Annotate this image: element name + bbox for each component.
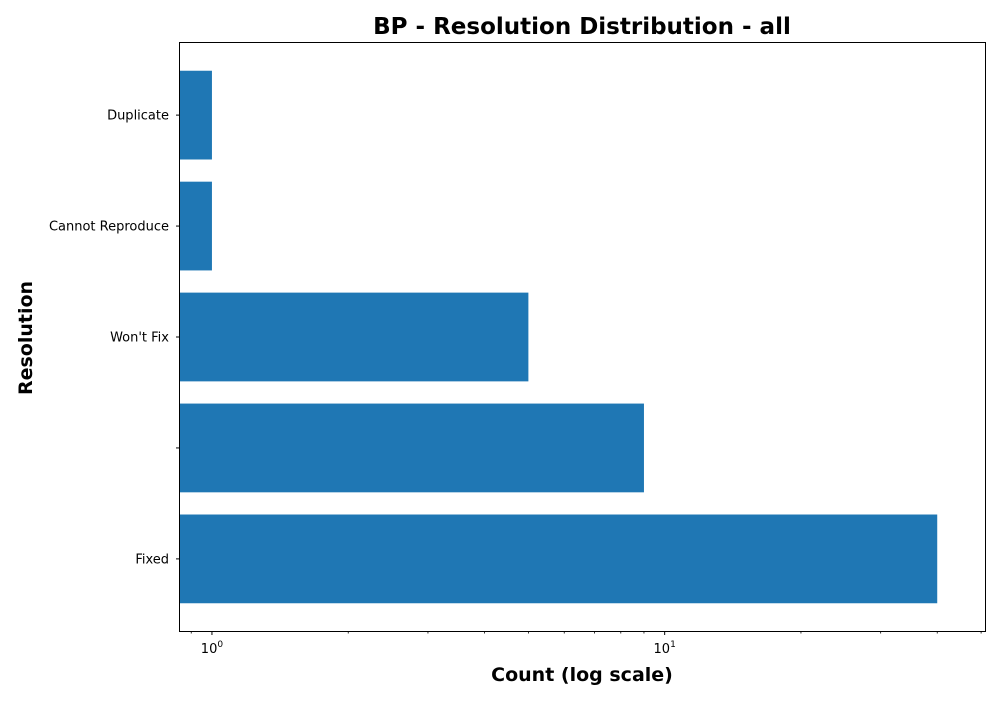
bar	[180, 403, 644, 493]
bar	[180, 292, 529, 382]
ticks-layer: Fixed Won't Fix Cannot Reproduce Duplicate 1…	[49, 109, 982, 657]
x-tick-label: 100	[201, 640, 224, 657]
y-tick-label: Fixed	[135, 552, 169, 567]
y-axis-label: Resolution	[15, 281, 37, 395]
y-tick-label: Cannot Reproduce	[49, 220, 169, 235]
bar	[180, 514, 938, 604]
chart-title: BP - Resolution Distribution - all	[373, 14, 791, 40]
plot-frame	[179, 42, 986, 632]
y-tick-label: Won't Fix	[110, 331, 169, 346]
x-tick-label: 101	[654, 640, 676, 657]
x-axis-label: Count (log scale)	[491, 664, 673, 686]
bars-layer	[180, 70, 938, 604]
bar	[180, 181, 212, 271]
y-tick-label: Duplicate	[107, 109, 169, 124]
bar	[180, 70, 212, 160]
